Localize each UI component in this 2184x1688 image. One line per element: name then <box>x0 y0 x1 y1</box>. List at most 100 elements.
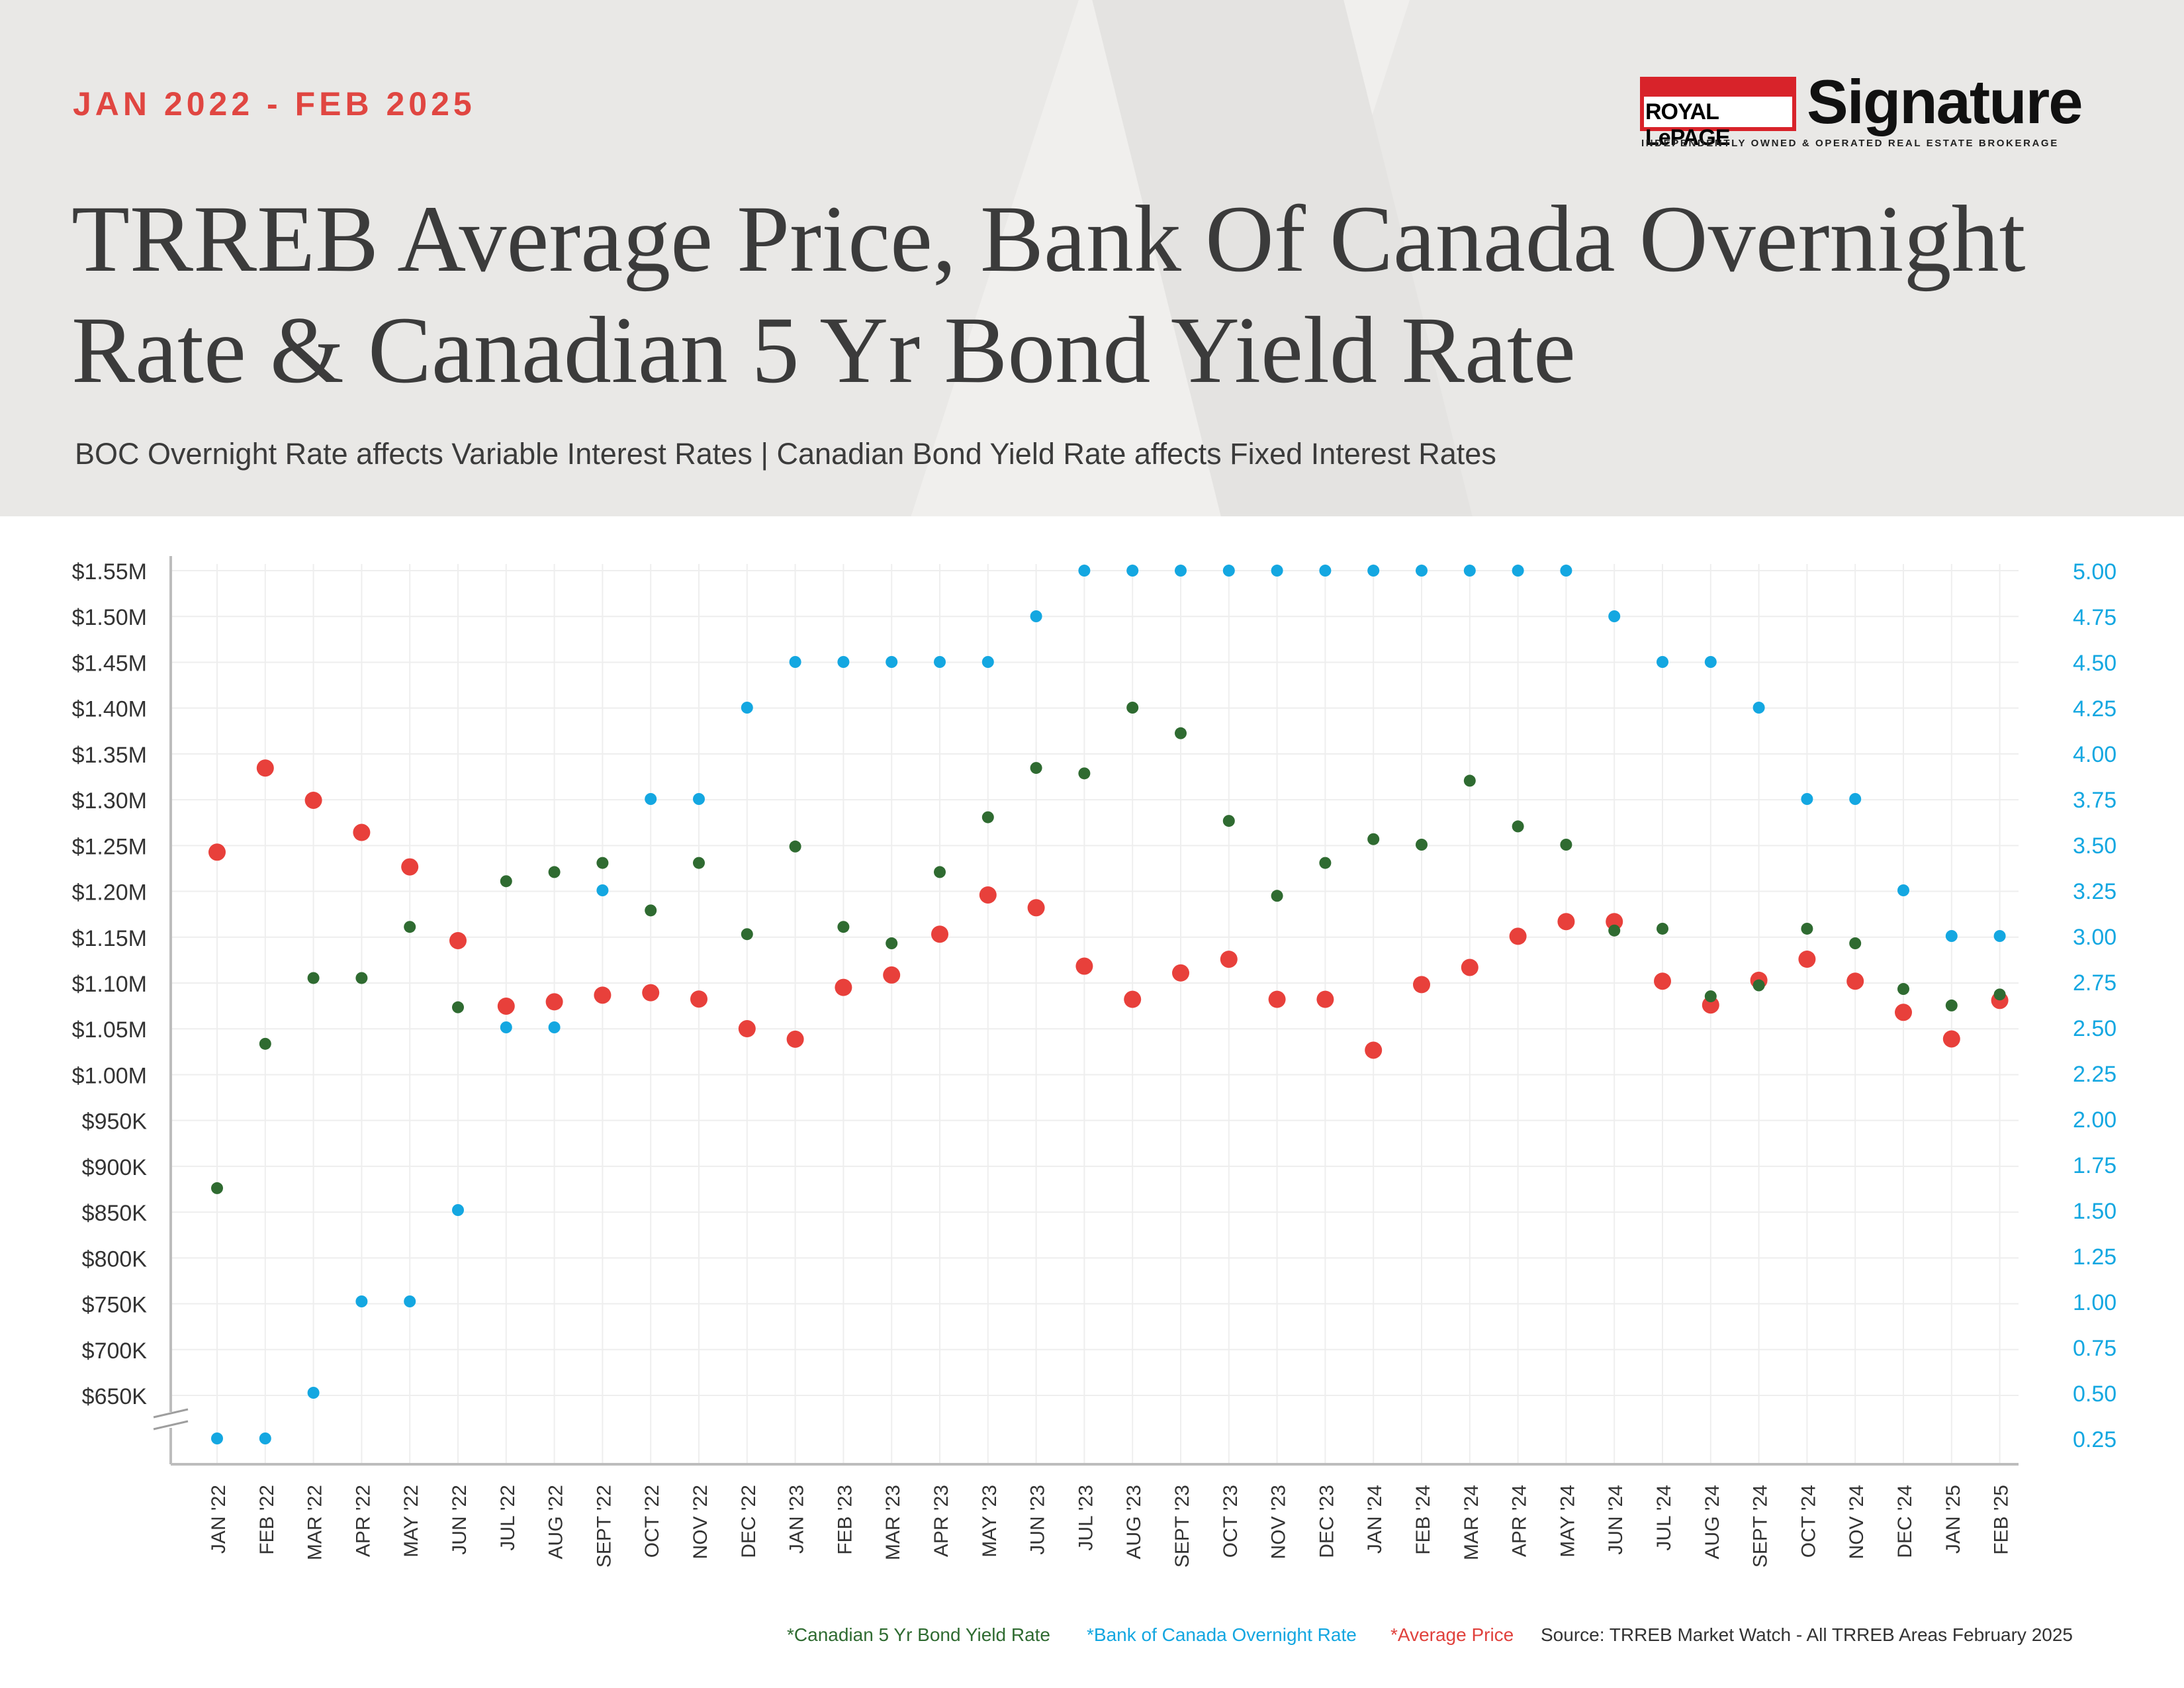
price-point <box>642 984 660 1002</box>
boc-rate-point <box>307 1387 320 1399</box>
price-point <box>1075 957 1093 975</box>
boc-rate-point <box>1560 565 1572 577</box>
x-tick-label: MAR '22 <box>304 1485 326 1560</box>
left-tick-label: $750K <box>82 1293 148 1318</box>
price-point <box>594 986 612 1004</box>
boc-rate-point <box>355 1295 368 1307</box>
source-note: Source: TRREB Market Watch - All TRREB A… <box>1541 1624 2073 1645</box>
x-tick-label: FEB '23 <box>834 1485 856 1555</box>
x-tick-label: DEC '23 <box>1316 1485 1338 1558</box>
x-tick-label: MAR '23 <box>882 1485 904 1560</box>
price-point <box>690 990 707 1008</box>
boc-rate-point <box>1078 565 1091 577</box>
x-tick-label: DEC '24 <box>1894 1485 1916 1558</box>
price-point <box>256 759 274 777</box>
bond-yield-point <box>1704 990 1717 1003</box>
right-tick-label: 1.25 <box>2073 1244 2116 1270</box>
price-point <box>1846 972 1864 990</box>
x-tick-label: DEC '22 <box>738 1485 760 1558</box>
left-tick-label: $1.10M <box>72 972 147 997</box>
bond-yield-point <box>1945 999 1958 1011</box>
bond-yield-point <box>1993 988 2006 1001</box>
right-tick-label: 4.25 <box>2073 696 2116 722</box>
price-point <box>835 978 852 996</box>
bond-yield-point <box>307 972 320 984</box>
price-point <box>208 843 226 861</box>
price-point <box>449 931 467 949</box>
bond-yield-point <box>645 904 657 917</box>
boc-rate-point <box>934 656 946 668</box>
bond-yield-point <box>259 1037 271 1050</box>
boc-rate-point <box>259 1432 271 1444</box>
boc-rate-point <box>500 1021 512 1033</box>
price-point <box>1316 990 1334 1008</box>
boc-rate-point <box>1126 565 1139 577</box>
boc-rate-point <box>981 656 994 668</box>
boc-rate-point <box>1367 565 1380 577</box>
legend-boc: *Bank of Canada Overnight Rate <box>1087 1624 1357 1645</box>
left-tick-label: $1.25M <box>72 834 147 859</box>
x-tick-label: FEB '25 <box>1991 1485 2013 1555</box>
left-tick-label: $1.50M <box>72 605 147 630</box>
boc-rate-point <box>1608 610 1621 622</box>
right-tick-label: 4.75 <box>2073 605 2116 630</box>
boc-rate-point <box>1993 930 2006 942</box>
header-banner: JAN 2022 - FEB 2025 TRREB Average Price,… <box>0 0 2184 516</box>
x-tick-label: APR '24 <box>1509 1485 1531 1557</box>
bond-yield-point <box>741 928 753 941</box>
right-tick-label: 3.25 <box>2073 879 2116 904</box>
right-tick-label: 1.75 <box>2073 1153 2116 1178</box>
right-tick-label: 4.50 <box>2073 651 2116 676</box>
left-tick-label: $1.15M <box>72 926 147 951</box>
right-tick-label: 5.00 <box>2073 559 2116 585</box>
left-tick-label: $950K <box>82 1109 148 1135</box>
bond-yield-point <box>1222 815 1235 827</box>
price-point <box>1172 964 1189 982</box>
x-tick-label: MAR '24 <box>1461 1485 1482 1560</box>
left-tick-label: $900K <box>82 1155 148 1180</box>
boc-rate-point <box>1319 565 1332 577</box>
boc-rate-point <box>1222 565 1235 577</box>
bond-yield-point <box>1416 839 1428 851</box>
x-tick-label: FEB '24 <box>1412 1485 1434 1555</box>
bond-yield-point <box>1319 857 1332 869</box>
bond-yield-point <box>981 811 994 823</box>
price-point <box>1461 959 1479 976</box>
x-tick-label: JAN '25 <box>1942 1485 1964 1554</box>
logo-red-box: ROYAL LePAGE <box>1640 77 1796 150</box>
x-tick-label: NOV '23 <box>1268 1485 1290 1559</box>
boc-rate-point <box>1945 930 1958 942</box>
bond-yield-point <box>211 1182 223 1194</box>
x-tick-label: OCT '23 <box>1220 1485 1242 1558</box>
price-point <box>1798 951 1816 968</box>
right-tick-label: 3.00 <box>2073 925 2116 950</box>
bond-yield-point <box>1175 727 1187 739</box>
price-point <box>1654 972 1671 990</box>
price-point <box>545 993 563 1011</box>
left-tick-label: $1.20M <box>72 880 147 906</box>
price-point <box>497 997 515 1015</box>
price-point <box>1509 927 1527 945</box>
boc-rate-point <box>1416 565 1428 577</box>
boc-rate-point <box>1704 656 1717 668</box>
bond-yield-point <box>1801 922 1813 935</box>
x-tick-label: MAY '24 <box>1557 1485 1578 1558</box>
bond-yield-point <box>1849 937 1862 950</box>
boc-rate-point <box>1752 702 1765 714</box>
right-tick-label: 3.50 <box>2073 833 2116 859</box>
price-point <box>1220 951 1238 968</box>
price-point <box>1124 990 1142 1008</box>
boc-rate-point <box>1512 565 1524 577</box>
x-tick-label: FEB '22 <box>256 1485 278 1555</box>
bond-yield-point <box>1078 767 1091 780</box>
right-tick-label: 0.25 <box>2073 1427 2116 1452</box>
x-tick-label: JUL '24 <box>1653 1485 1675 1551</box>
right-tick-label: 2.00 <box>2073 1107 2116 1133</box>
price-point <box>401 858 419 876</box>
boc-rate-point <box>404 1295 416 1307</box>
x-tick-label: JAN '23 <box>786 1485 808 1554</box>
x-tick-label: NOV '24 <box>1846 1485 1868 1559</box>
boc-rate-point <box>1849 793 1862 805</box>
x-tick-label: AUG '24 <box>1702 1485 1723 1559</box>
x-tick-label: JUN '23 <box>1027 1485 1049 1555</box>
